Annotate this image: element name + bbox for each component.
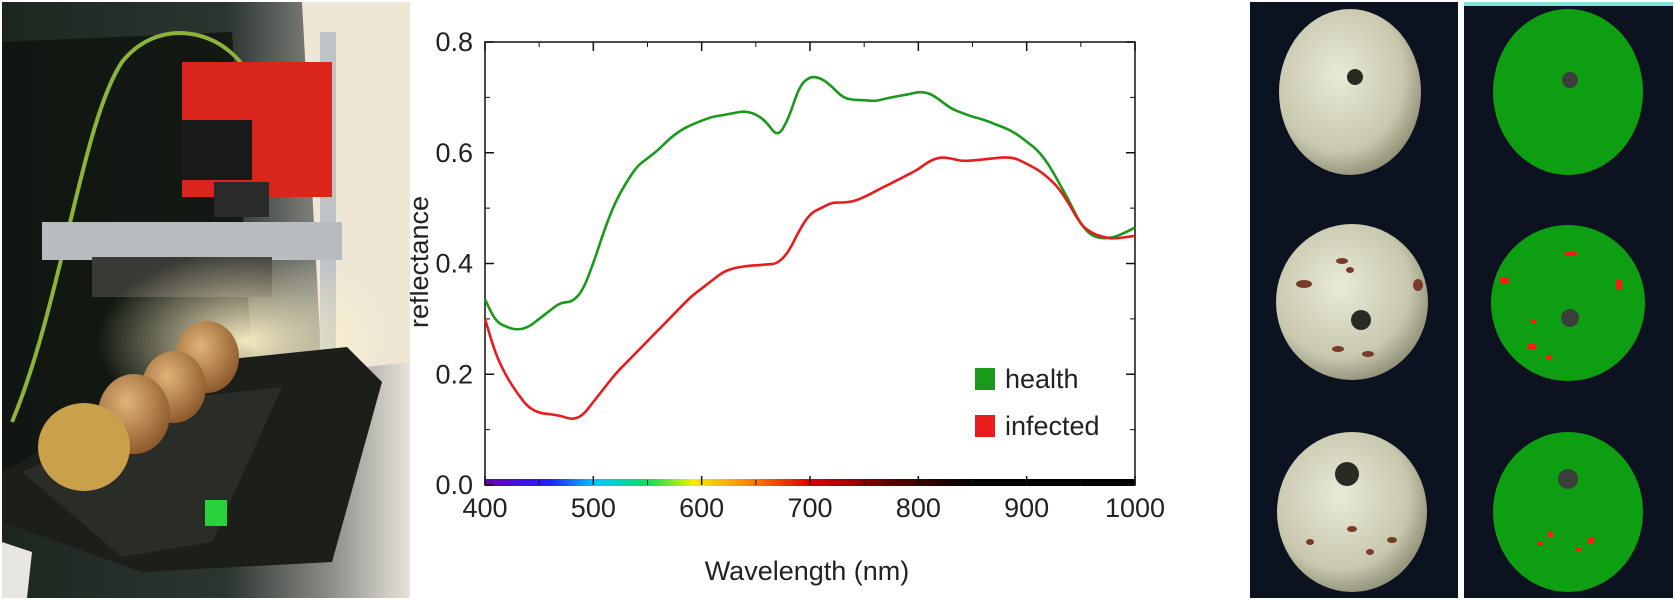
reflectance-chart: 400 500 600 700 800 900 1000 0.0 0.2 0.4 0.6 0.8 h…: [410, 27, 1165, 586]
mask-health: [1493, 9, 1643, 175]
legend-label-infected: infected: [1005, 411, 1100, 441]
legend: health infected: [975, 364, 1100, 441]
x-tick-label: 600: [679, 493, 724, 523]
original-image-column: [1250, 2, 1458, 598]
y-tick-labels: 0.0 0.2 0.4 0.6 0.8: [435, 27, 473, 500]
y-tick-label: 0.8: [435, 27, 473, 57]
x-axis-label: Wavelength (nm): [705, 556, 910, 586]
pear-icon: [38, 321, 239, 491]
pear-image-infected-1: [1276, 224, 1428, 380]
x-tick-labels: 400 500 600 700 800 900 1000: [462, 493, 1165, 523]
x-tick-label: 400: [462, 493, 507, 523]
series-line-health: [483, 75, 1136, 331]
pear-image-infected-2: [1277, 432, 1427, 592]
series-lines: [483, 75, 1136, 420]
y-tick-label: 0.2: [435, 359, 473, 389]
legend-label-health: health: [1005, 364, 1079, 394]
x-tick-label: 700: [787, 493, 832, 523]
y-tick-label: 0.6: [435, 138, 473, 168]
x-tick-label: 500: [571, 493, 616, 523]
legend-swatch-infected: [975, 415, 995, 437]
y-axis-label: reflectance: [410, 196, 434, 328]
axis-ticks: [484, 41, 1136, 486]
camera-icon: [182, 62, 332, 217]
pear-image-health: [1279, 9, 1421, 175]
mask-column: [1464, 2, 1673, 598]
fruit-image-panel: [1250, 2, 1673, 598]
series-line-infected: [483, 156, 1136, 420]
mask-infected-2: [1493, 432, 1643, 592]
mask-infected-1: [1491, 225, 1645, 381]
y-tick-label: 0.4: [435, 249, 473, 279]
legend-swatch-health: [975, 368, 995, 390]
x-tick-label: 800: [896, 493, 941, 523]
x-tick-label: 900: [1004, 493, 1049, 523]
y-tick-label: 0.0: [435, 470, 473, 500]
x-tick-label: 1000: [1105, 493, 1165, 523]
setup-photo: [2, 2, 410, 598]
